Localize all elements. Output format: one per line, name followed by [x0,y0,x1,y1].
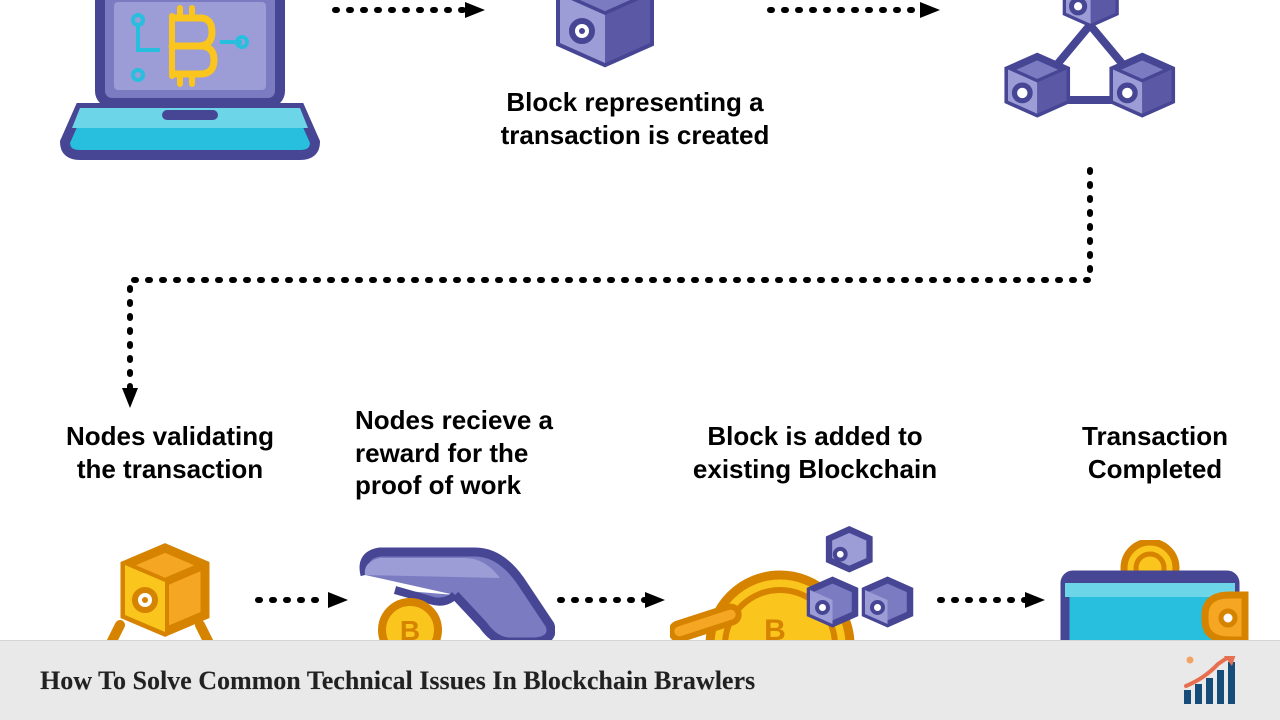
step-6-label: Block is added toexisting Blockchain [665,420,965,485]
step-4-label: Nodes validatingthe transaction [30,420,310,485]
block-network-icon [985,0,1195,155]
step-2-label: Block representing atransaction is creat… [470,86,800,151]
footer-title: How To Solve Common Technical Issues In … [40,666,755,696]
footer-logo-icon [1180,656,1240,706]
laptop-bitcoin-icon [60,0,320,170]
wallet-icon [1050,540,1250,650]
step-7-label: TransactionCompleted [1045,420,1265,485]
validator-mixer-icon [95,530,245,650]
blockchain-diagram: Block representing atransaction is creat… [0,0,1280,640]
footer-bar: How To Solve Common Technical Issues In … [0,640,1280,720]
blockchain-coin-icon: B [670,520,930,650]
reward-hand-icon: B [355,540,555,650]
step-5-label: Nodes recieve areward for theproof of wo… [355,404,625,502]
single-block-icon [540,0,670,70]
